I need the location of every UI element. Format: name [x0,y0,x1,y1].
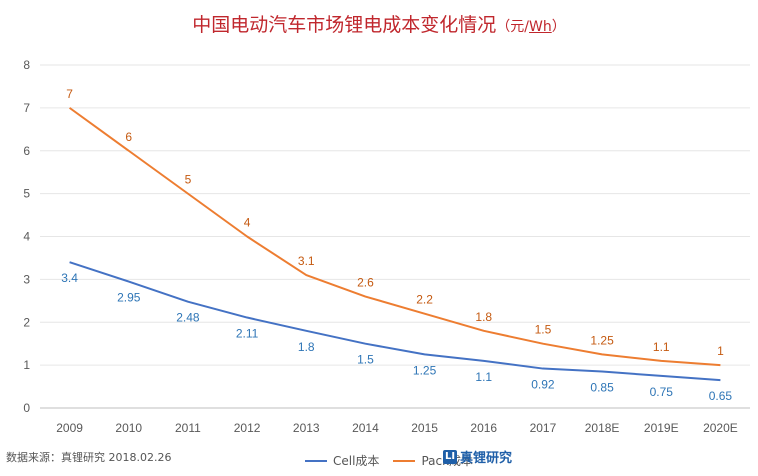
source-note: 数据来源：真锂研究 2018.02.26 [6,451,172,464]
data-label: 1.5 [357,353,374,367]
data-label: 0.65 [709,389,733,403]
x-tick-label: 2017 [530,421,557,435]
x-tick-label: 2011 [175,421,201,435]
data-label: 2.11 [236,327,259,341]
data-label: 1 [717,344,724,358]
series-line [68,107,721,367]
data-label: 7 [66,87,73,101]
x-tick-label: 2016 [470,421,497,435]
y-tick-label: 1 [23,358,30,372]
x-tick-label: 2019E [644,421,679,435]
x-tick-label: 2012 [234,421,261,435]
data-label: 3.1 [298,254,315,268]
x-tick-label: 2014 [352,421,379,435]
data-label: 6 [125,130,132,144]
y-tick-label: 7 [23,101,30,115]
legend-label: Cell成本 [333,454,380,468]
title-unit-open: （元/ [496,19,529,35]
data-label: 2.2 [416,293,433,307]
x-tick-label: 2009 [56,421,83,435]
data-label: 1.1 [475,370,492,384]
data-label: 0.92 [531,378,555,392]
data-label: 5 [185,173,192,187]
x-tick-label: 2018E [585,421,620,435]
data-label: 2.6 [357,276,374,290]
brand-logo: LI 真锂研究 [443,447,512,466]
series-line [69,261,721,382]
data-label: 1.8 [298,340,315,354]
data-label: 0.75 [650,385,674,399]
title-unit-close: ） [551,19,566,35]
y-tick-label: 5 [23,187,30,201]
data-label: 4 [244,216,251,230]
data-label: 2.95 [117,291,141,305]
y-tick-label: 0 [23,401,30,415]
data-label: 1.8 [475,310,492,324]
title-unit: （元/Wh） [496,19,565,35]
y-tick-label: 2 [23,315,30,329]
x-tick-label: 2013 [293,421,320,435]
y-tick-label: 6 [23,144,30,158]
data-label: 2.48 [176,311,200,325]
data-label: 1.25 [413,363,437,377]
data-label: 1.1 [653,340,670,354]
y-tick-label: 4 [23,230,30,244]
data-label: 3.4 [61,271,78,285]
x-tick-label: 2010 [115,421,142,435]
y-tick-label: 8 [23,58,30,72]
x-tick-label: 2020E [703,421,738,435]
x-tick-label: 2015 [411,421,438,435]
data-label: 1.25 [590,333,614,347]
chart-title: 中国电动汽车市场锂电成本变化情况（元/Wh） [0,10,758,37]
legend-item: Cell成本 [305,452,379,469]
logo-mark-icon: LI [443,449,457,464]
legend-swatch [393,459,416,462]
logo-text: 真锂研究 [460,451,513,466]
title-main: 中国电动汽车市场锂电成本变化情况 [192,14,497,36]
title-unit-wh: Wh [529,19,552,35]
y-tick-label: 3 [23,272,30,286]
data-label: 1.5 [535,323,552,337]
legend-swatch [305,459,327,462]
data-label: 0.85 [590,381,614,395]
